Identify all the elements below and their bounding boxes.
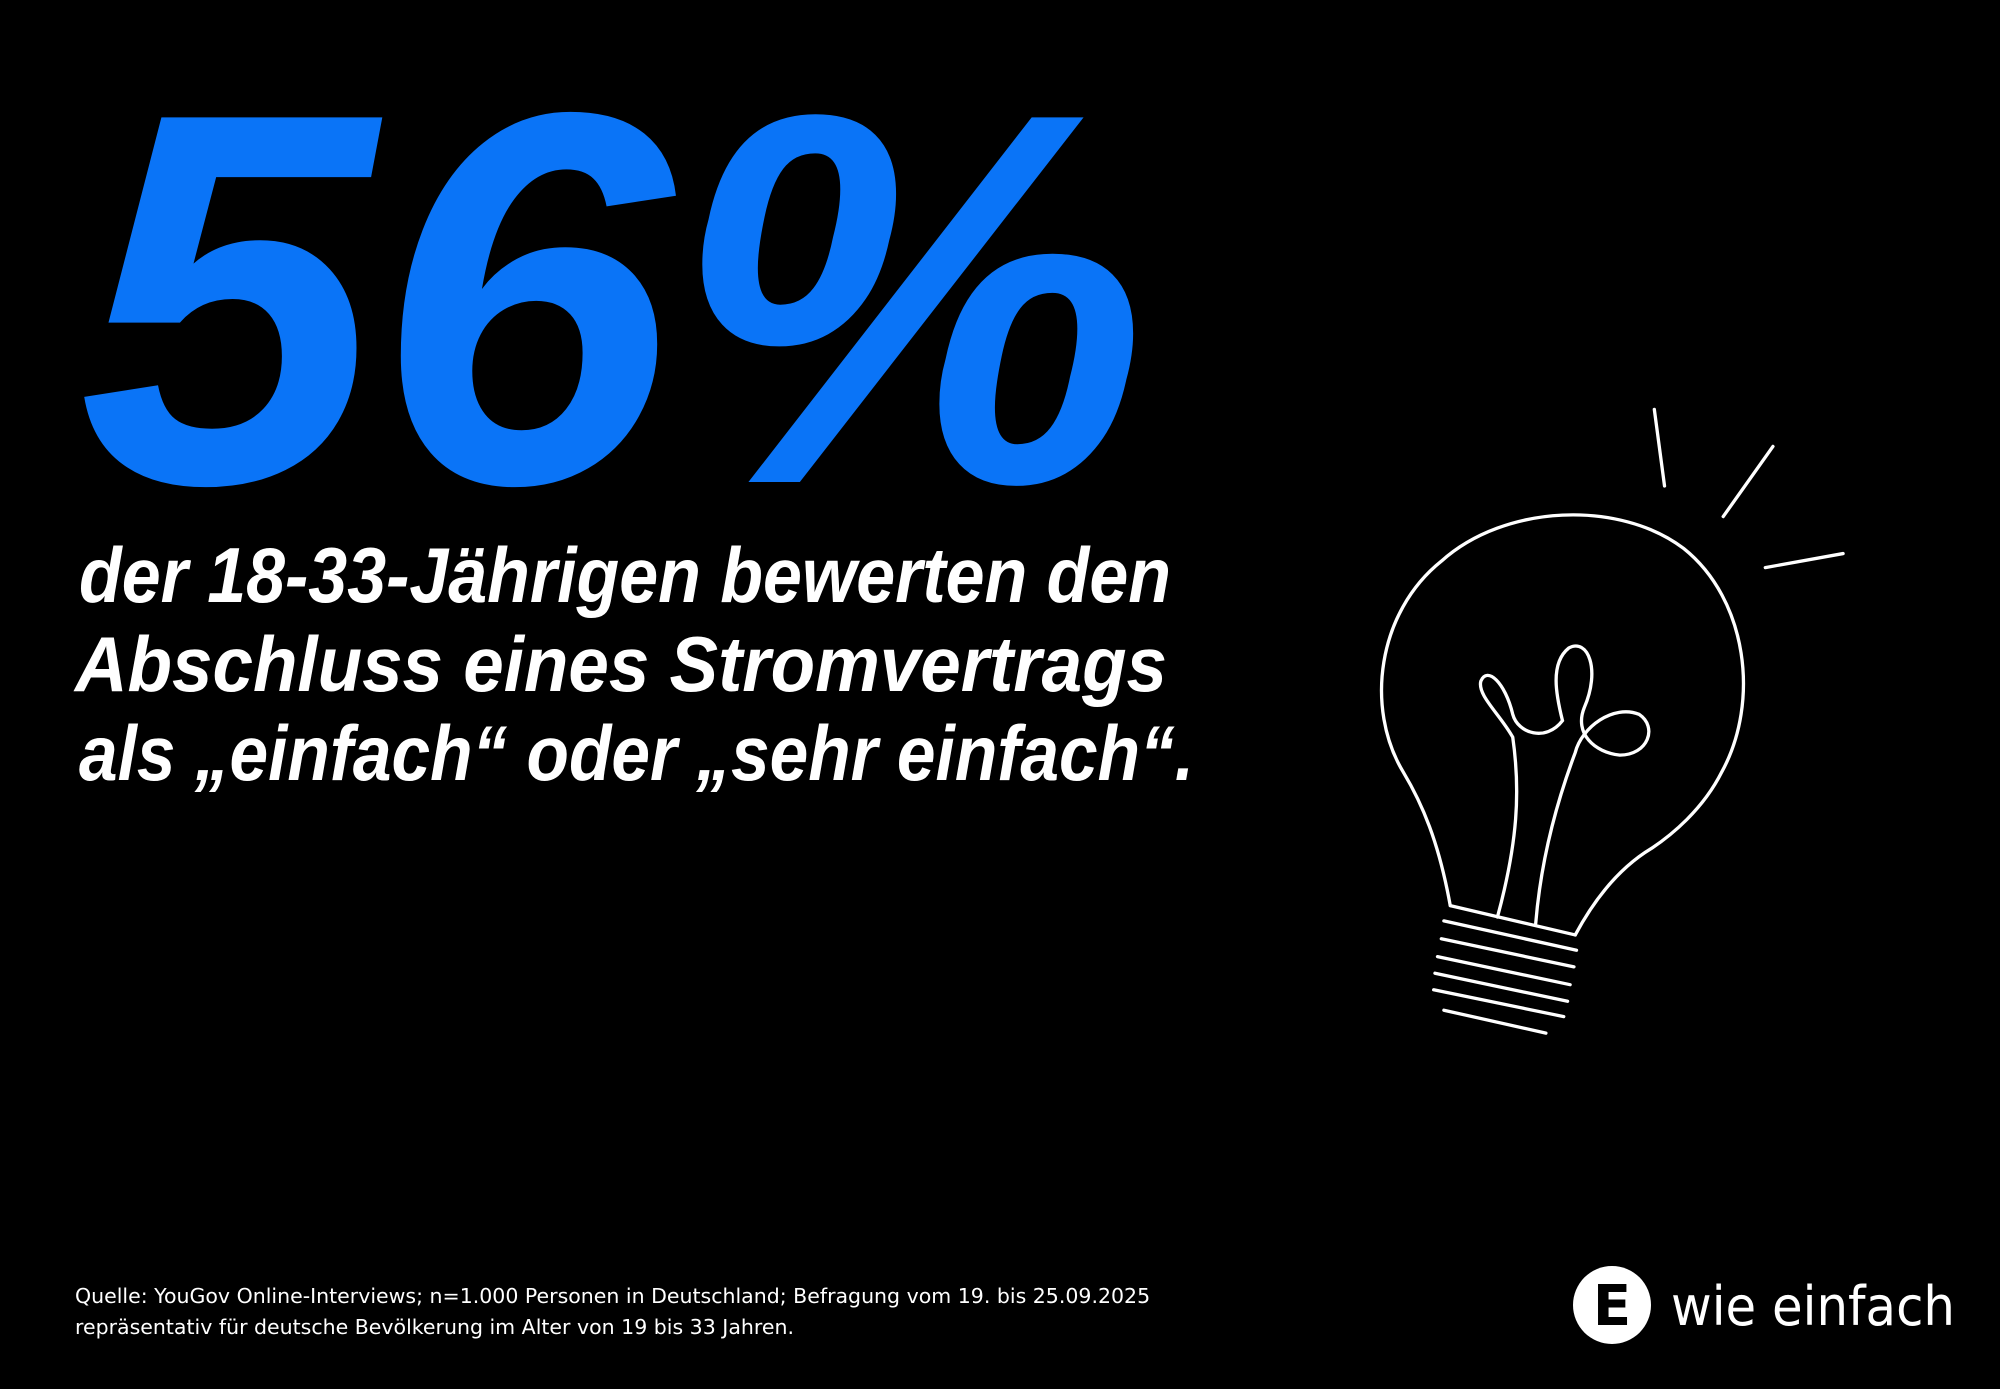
logo-text: wie einfach bbox=[1671, 1275, 1955, 1338]
headline: 56% bbox=[79, 3, 1148, 595]
body-line: als „einfach“ oder „sehr einfach“. bbox=[79, 709, 1194, 797]
logo-badge bbox=[1573, 1266, 1651, 1344]
body-line: der 18-33-Jährigen bewerten den bbox=[79, 531, 1171, 619]
source-line: Quelle: YouGov Online-Interviews; n=1.00… bbox=[75, 1284, 1150, 1308]
lightbulb-icon bbox=[1379, 407, 1845, 1035]
logo-letter: E bbox=[1593, 1274, 1631, 1339]
source-line: repräsentativ für deutsche Bevölkerung i… bbox=[75, 1315, 794, 1339]
logo: E wie einfach bbox=[1573, 1266, 1955, 1344]
body-line: Abschluss eines Stromvertrags bbox=[73, 620, 1167, 708]
